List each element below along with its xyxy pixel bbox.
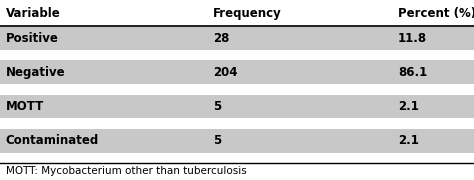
Text: Positive: Positive [6,31,59,45]
Text: 2.1: 2.1 [398,100,419,113]
Text: 28: 28 [213,31,230,45]
Text: 11.8: 11.8 [398,31,427,45]
Text: 204: 204 [213,66,238,79]
Text: MOTT: Mycobacterium other than tuberculosis: MOTT: Mycobacterium other than tuberculo… [6,166,246,176]
Text: Frequency: Frequency [213,6,282,20]
Text: 86.1: 86.1 [398,66,428,79]
Text: MOTT: MOTT [6,100,44,113]
Bar [0,60,474,84]
Bar [0,94,474,118]
Bar [0,129,474,153]
Text: Percent (%): Percent (%) [398,6,474,20]
Text: 5: 5 [213,100,221,113]
Text: Negative: Negative [6,66,65,79]
Text: 5: 5 [213,134,221,147]
Text: Contaminated: Contaminated [6,134,99,147]
Text: 2.1: 2.1 [398,134,419,147]
Text: Variable: Variable [6,6,61,20]
Bar [0,26,474,50]
